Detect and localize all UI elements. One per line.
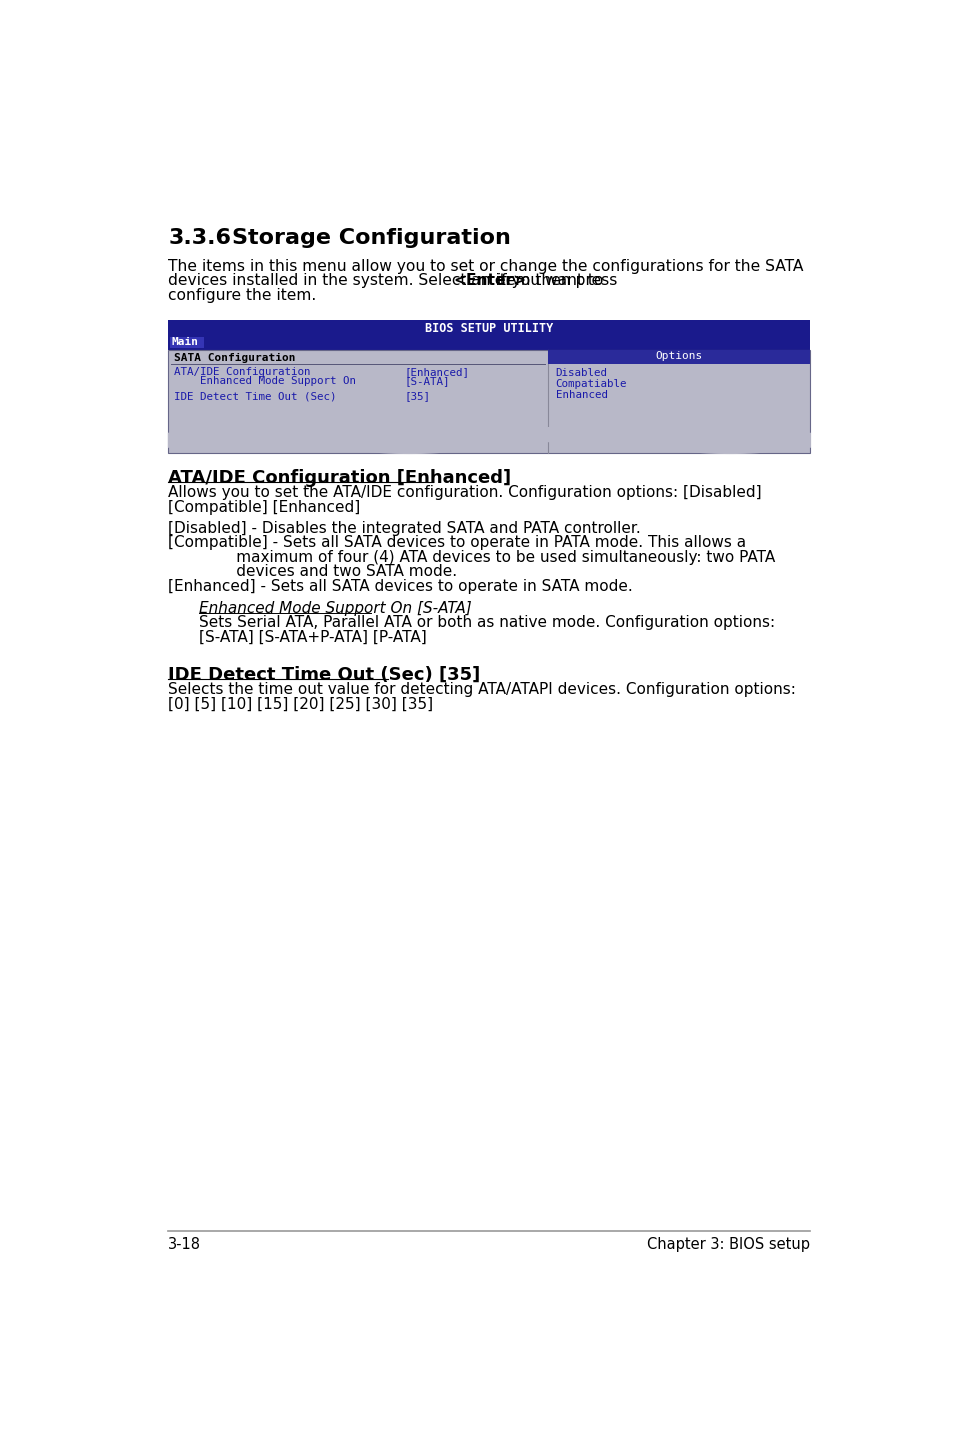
- Bar: [170, 338, 204, 348]
- Text: [Disabled] - Disables the integrated SATA and PATA controller.: [Disabled] - Disables the integrated SAT…: [168, 521, 640, 535]
- Text: Enhanced: Enhanced: [555, 390, 607, 400]
- Text: [35]: [35]: [404, 391, 430, 401]
- Text: [Enhanced]: [Enhanced]: [404, 367, 469, 377]
- Text: Selects the time out value for detecting ATA/ATAPI devices. Configuration option: Selects the time out value for detecting…: [168, 682, 795, 697]
- Text: devices and two SATA mode.: devices and two SATA mode.: [168, 565, 456, 580]
- Text: SATA Configuration: SATA Configuration: [174, 352, 295, 362]
- Text: [Enhanced] - Sets all SATA devices to operate in SATA mode.: [Enhanced] - Sets all SATA devices to op…: [168, 580, 632, 594]
- Text: BIOS SETUP UTILITY: BIOS SETUP UTILITY: [424, 322, 553, 335]
- Text: Chapter 3: BIOS setup: Chapter 3: BIOS setup: [646, 1238, 809, 1252]
- Text: IDE Detect Time Out (Sec) [35]: IDE Detect Time Out (Sec) [35]: [168, 666, 479, 684]
- Text: Sets Serial ATA, Parallel ATA or both as native mode. Configuration options:: Sets Serial ATA, Parallel ATA or both as…: [199, 615, 775, 630]
- Text: Storage Configuration: Storage Configuration: [232, 229, 510, 247]
- Text: [0] [5] [10] [15] [20] [25] [30] [35]: [0] [5] [10] [15] [20] [25] [30] [35]: [168, 697, 433, 712]
- Text: [S-ATA]: [S-ATA]: [404, 375, 450, 385]
- Text: Enhanced Mode Support On: Enhanced Mode Support On: [174, 375, 355, 385]
- Text: [Compatible] [Enhanced]: [Compatible] [Enhanced]: [168, 500, 360, 515]
- Bar: [168, 336, 809, 349]
- Text: Main: Main: [171, 338, 198, 348]
- Text: [Compatible] - Sets all SATA devices to operate in PATA mode. This allows a: [Compatible] - Sets all SATA devices to …: [168, 535, 745, 551]
- Text: maximum of four (4) ATA devices to be used simultaneously: two PATA: maximum of four (4) ATA devices to be us…: [168, 549, 775, 565]
- Text: Enhanced Mode Support On [S-ATA]: Enhanced Mode Support On [S-ATA]: [199, 601, 472, 617]
- Text: Options: Options: [655, 351, 701, 361]
- Text: 3.3.6: 3.3.6: [168, 229, 231, 247]
- Text: ATA/IDE Configuration: ATA/IDE Configuration: [174, 367, 311, 377]
- Text: The items in this menu allow you to set or change the configurations for the SAT: The items in this menu allow you to set …: [168, 259, 802, 273]
- Text: <Enter>: <Enter>: [454, 273, 526, 289]
- Text: configure the item.: configure the item.: [168, 288, 316, 303]
- Text: [S-ATA] [S-ATA+P-ATA] [P-ATA]: [S-ATA] [S-ATA+P-ATA] [P-ATA]: [199, 630, 426, 644]
- Bar: [168, 321, 809, 336]
- Text: 3-18: 3-18: [168, 1238, 201, 1252]
- Bar: [547, 349, 809, 364]
- Text: Allows you to set the ATA/IDE configuration. Configuration options: [Disabled]: Allows you to set the ATA/IDE configurat…: [168, 485, 760, 500]
- Bar: [168, 349, 809, 453]
- Text: Disabled: Disabled: [555, 368, 607, 378]
- Text: devices installed in the system. Select an item then press: devices installed in the system. Select …: [168, 273, 621, 289]
- Text: if you want to: if you want to: [492, 273, 602, 289]
- Text: IDE Detect Time Out (Sec): IDE Detect Time Out (Sec): [174, 391, 336, 401]
- Text: ATA/IDE Configuration [Enhanced]: ATA/IDE Configuration [Enhanced]: [168, 469, 511, 487]
- Text: Compatiable: Compatiable: [555, 380, 626, 388]
